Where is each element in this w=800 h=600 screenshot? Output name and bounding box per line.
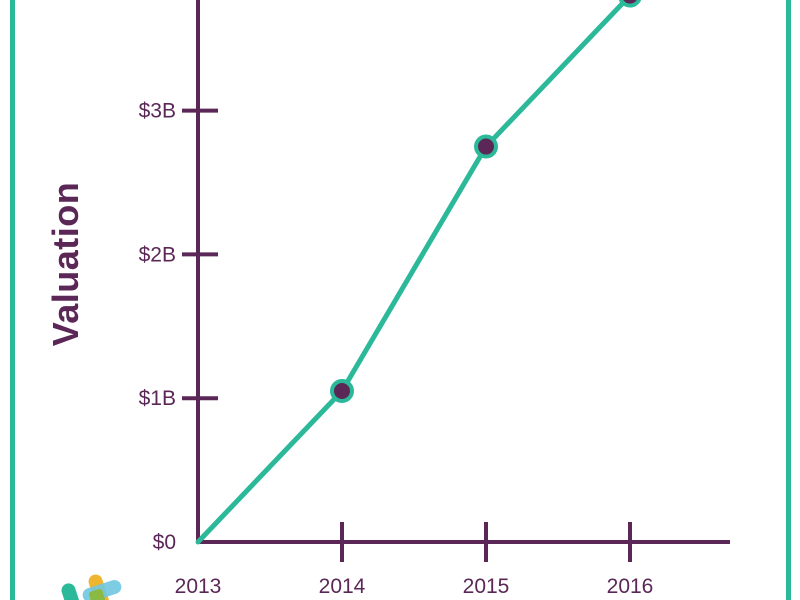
y-ticks: $0 $1B $2B $3B: [139, 100, 218, 554]
y-tick-label: $0: [153, 531, 176, 554]
y-tick-label: $1B: [139, 387, 176, 410]
x-tick-label: 2013: [175, 575, 222, 598]
data-point: [330, 379, 354, 404]
y-tick-label: $3B: [139, 100, 176, 123]
x-tick-label: 2015: [463, 575, 510, 598]
series: [195, 0, 642, 545]
x-tick-label: 2016: [607, 575, 654, 598]
logo-bar: [88, 588, 106, 600]
axes: [196, 0, 730, 544]
series-line: [195, 0, 630, 545]
x-tick-label: 2014: [319, 575, 366, 598]
frame-left-border: [10, 0, 15, 600]
x-ticks: 2013 2014 2015 2016: [175, 522, 654, 598]
frame-right-border: [786, 0, 791, 600]
data-point: [618, 0, 642, 8]
y-tick-label: $2B: [139, 243, 176, 266]
company-logo: [61, 574, 122, 600]
data-point: [474, 134, 498, 159]
logo-bar: [61, 583, 81, 600]
